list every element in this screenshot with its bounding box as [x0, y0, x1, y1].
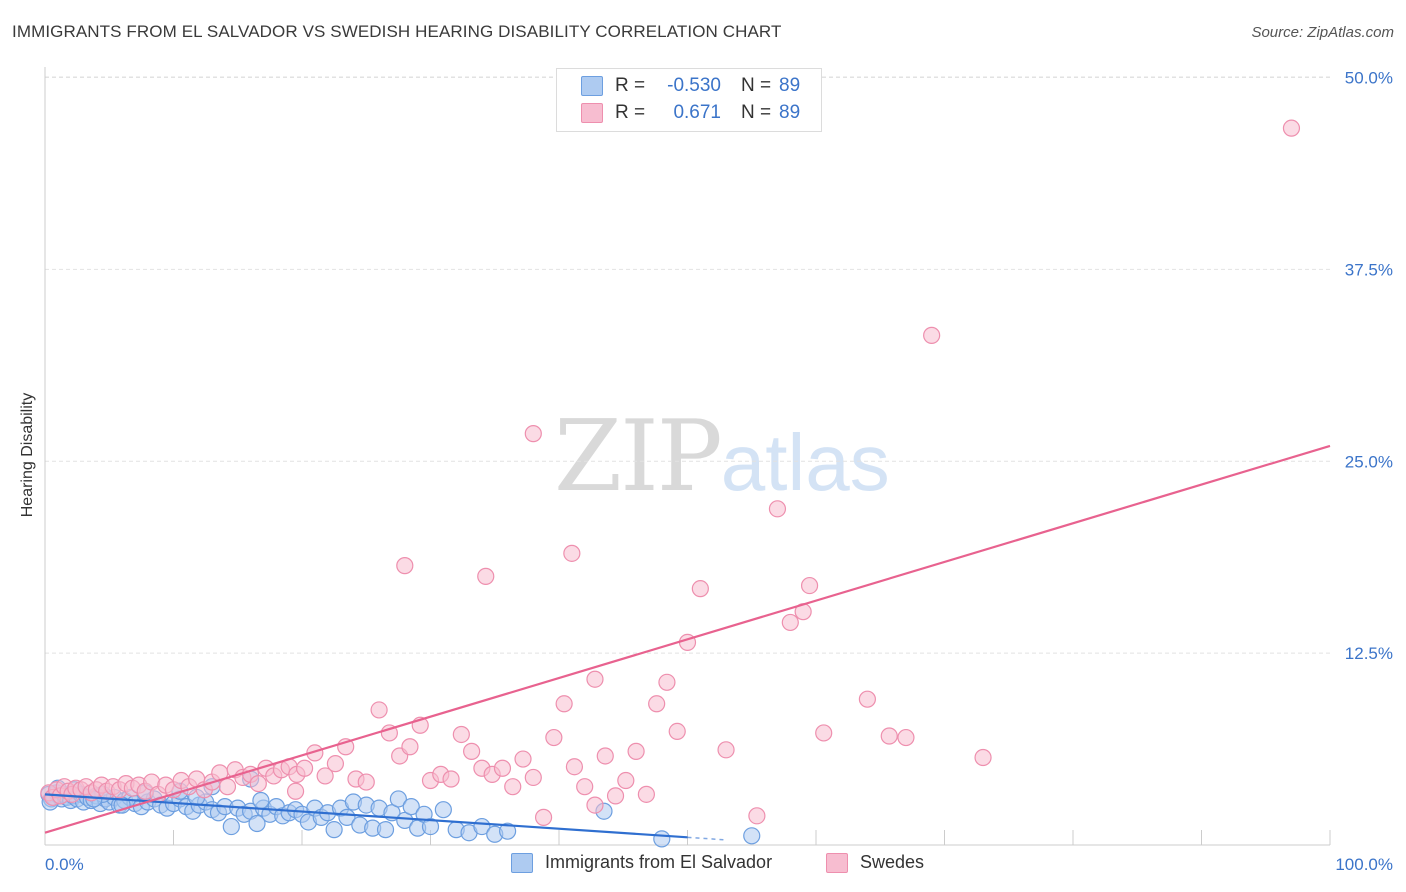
n-label: N =	[741, 102, 772, 123]
swedes-point	[880, 727, 898, 745]
swedes-point	[974, 748, 992, 767]
y-tick-label: 50.0%	[1345, 69, 1393, 88]
el-salvador-point	[743, 827, 761, 845]
el-salvador-point	[222, 817, 240, 836]
el-salvador-point	[402, 798, 420, 816]
chart-title: IMMIGRANTS FROM EL SALVADOR VS SWEDISH H…	[12, 22, 782, 41]
el-salvador-point	[389, 790, 407, 808]
el-salvador-point	[376, 821, 395, 839]
watermark-atlas: atlas	[720, 418, 890, 507]
legend-label: Swedes	[860, 852, 925, 872]
swedes-point	[596, 747, 614, 765]
swedes-point	[504, 778, 522, 796]
swedes-point	[668, 722, 686, 741]
blue-swatch	[511, 852, 533, 873]
swedes-point	[316, 767, 334, 785]
legend-label: Immigrants from El Salvador	[545, 852, 773, 872]
swedes-point	[691, 580, 709, 598]
stats-row-el-salvador: R = -0.530 N = 89	[581, 73, 800, 99]
swedes-point	[357, 773, 375, 791]
y-axis-label: Hearing Disability	[19, 392, 36, 518]
watermark: ZIPatlas	[554, 400, 890, 514]
stats-row-swedes: R = 0.671 N = 89	[581, 100, 800, 126]
swedes-point	[781, 613, 799, 632]
el-salvador-point	[499, 822, 517, 840]
el-salvador-point	[653, 830, 671, 848]
swedes-point	[717, 741, 735, 759]
el-salvador-point	[396, 811, 414, 830]
x-tick-label-min: 0.0%	[45, 855, 84, 874]
swedes-point	[477, 567, 495, 585]
swedes-point	[295, 759, 314, 777]
chart-legend: Immigrants from El Salvador Swedes	[0, 852, 1406, 878]
swedes-point	[923, 326, 941, 344]
swedes-point	[286, 782, 305, 800]
pink-swatch	[826, 852, 848, 873]
swedes-point	[442, 770, 460, 788]
pink-swatch	[581, 103, 603, 123]
swedes-point	[576, 778, 594, 796]
swedes-point	[534, 808, 553, 826]
watermark-zip: ZIP	[554, 400, 723, 514]
swedes-point	[545, 728, 563, 747]
n-value: 89	[779, 102, 801, 123]
r-value: -0.530	[667, 75, 721, 96]
y-tick-label: 25.0%	[1345, 452, 1393, 471]
swedes-point	[586, 796, 604, 814]
swedes-point	[606, 787, 625, 805]
swedes-point	[565, 758, 584, 776]
n-label: N =	[741, 75, 772, 96]
swedes-point	[637, 785, 655, 803]
swedes-point	[768, 500, 787, 518]
swedes-point	[617, 771, 635, 790]
swedes-point	[396, 557, 414, 575]
swedes-point	[493, 759, 512, 777]
swedes-point	[897, 728, 915, 747]
swedes-point	[748, 807, 766, 825]
swedes-point	[452, 725, 470, 744]
legend-item-swedes[interactable]: Swedes	[826, 852, 924, 873]
swedes-point	[524, 425, 542, 443]
r-value: 0.671	[673, 102, 721, 123]
swedes-point	[563, 544, 581, 562]
swedes-point	[800, 576, 819, 595]
swedes-point	[370, 701, 388, 719]
swedes-point	[555, 695, 573, 713]
swedes-point	[401, 738, 419, 756]
r-label: R =	[615, 102, 646, 123]
swedes-point	[627, 742, 645, 760]
swedes-point	[514, 750, 532, 768]
swedes-point	[326, 755, 345, 773]
swedes-point	[218, 778, 237, 796]
legend-item-el-salvador[interactable]: Immigrants from El Salvador	[511, 852, 772, 873]
swedes-point	[1282, 119, 1301, 137]
el-salvador-point	[248, 814, 266, 833]
n-value: 89	[779, 75, 801, 96]
swedes-point	[815, 724, 833, 742]
y-tick-label: 12.5%	[1345, 644, 1393, 663]
source-credit: Source: ZipAtlas.com	[1251, 24, 1394, 41]
swedes-point	[658, 673, 676, 691]
x-tick-label-max: 100.0%	[1335, 855, 1393, 874]
swedes-point	[524, 768, 542, 787]
el-salvador-trend-extension	[687, 836, 727, 841]
correlation-stats-box: R = -0.530 N = 89 R = 0.671 N = 89	[556, 68, 822, 132]
y-tick-label: 37.5%	[1345, 260, 1393, 279]
el-salvador-point	[434, 801, 452, 819]
swedes-point	[648, 695, 666, 713]
el-salvador-point	[325, 821, 343, 839]
swedes-point	[586, 670, 604, 688]
r-label: R =	[615, 75, 646, 96]
el-salvador-point	[421, 817, 440, 836]
blue-swatch	[581, 76, 603, 96]
swedes-point	[249, 774, 267, 793]
swedes-point	[858, 690, 877, 708]
swedes-trend-line	[44, 444, 1331, 834]
el-salvador-point	[252, 791, 270, 810]
swedes-point	[463, 742, 481, 760]
